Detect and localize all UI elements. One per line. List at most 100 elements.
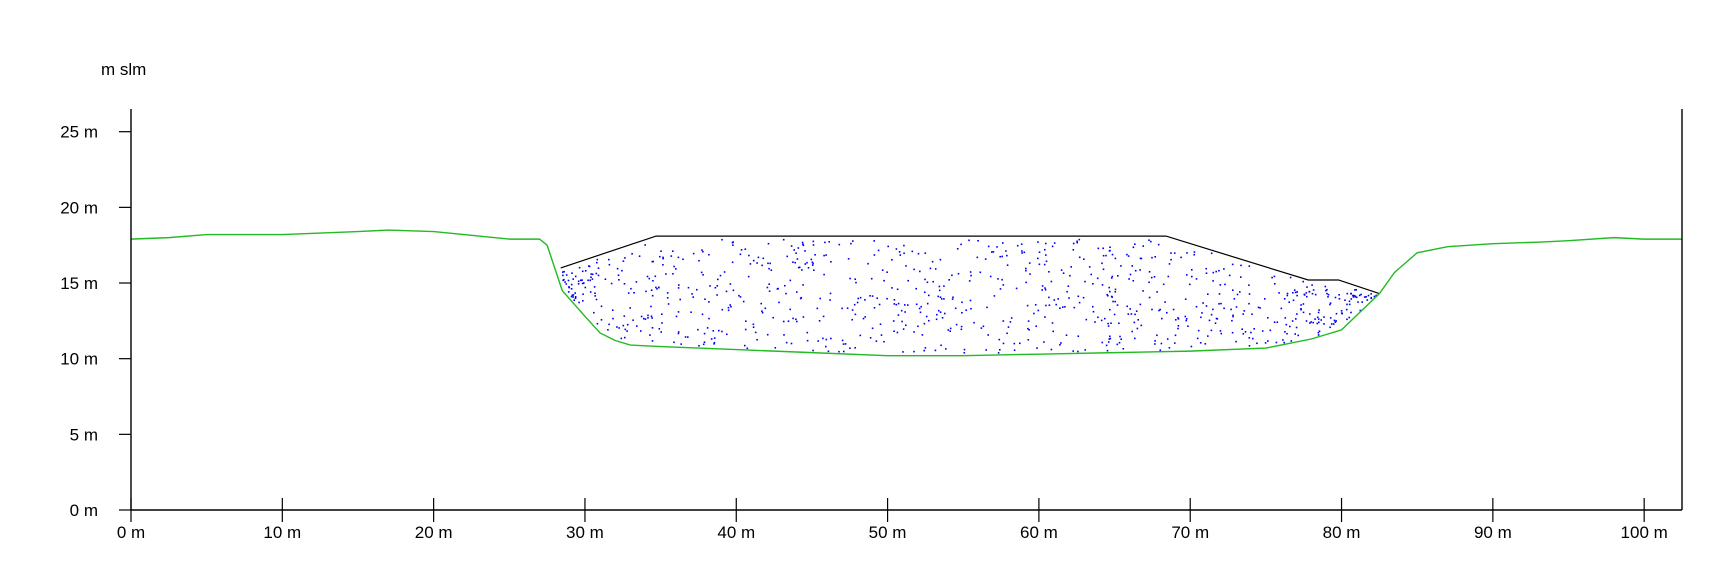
fill-dot bbox=[1345, 308, 1348, 311]
fill-dot bbox=[794, 261, 796, 264]
fill-dot bbox=[1348, 300, 1351, 303]
fill-dot bbox=[677, 311, 680, 313]
fill-dot bbox=[1102, 268, 1105, 271]
fill-dot bbox=[913, 350, 915, 353]
fill-dot bbox=[810, 258, 813, 261]
fill-dot bbox=[732, 289, 735, 292]
fill-dot bbox=[843, 350, 845, 353]
y-tick-label: 25 m bbox=[60, 123, 98, 142]
fill-dot bbox=[1373, 295, 1376, 298]
fill-dot bbox=[661, 313, 663, 315]
fill-dot bbox=[1057, 298, 1059, 300]
fill-dot bbox=[1197, 329, 1200, 332]
fill-dot bbox=[998, 338, 1001, 341]
fill-dot bbox=[849, 277, 851, 280]
fill-dot bbox=[1157, 243, 1160, 246]
fill-dot bbox=[1250, 331, 1252, 334]
fill-dot bbox=[725, 290, 728, 293]
fill-dot bbox=[841, 307, 843, 310]
fill-dot bbox=[893, 303, 896, 305]
fill-dot bbox=[1164, 301, 1166, 303]
fill-dot bbox=[752, 326, 755, 328]
fill-dot bbox=[926, 281, 929, 284]
fill-dot bbox=[996, 246, 998, 248]
fill-dot bbox=[1007, 326, 1010, 328]
fill-dot bbox=[1132, 246, 1135, 249]
fill-dot bbox=[714, 286, 717, 289]
fill-dot bbox=[1326, 288, 1328, 291]
fill-dot bbox=[608, 263, 611, 266]
fill-dot bbox=[1231, 319, 1233, 322]
fill-dot bbox=[761, 264, 763, 267]
fill-dot bbox=[764, 307, 767, 310]
fill-dot bbox=[825, 345, 827, 348]
fill-dot bbox=[1151, 308, 1153, 311]
fill-dot bbox=[1006, 264, 1009, 266]
fill-dot bbox=[852, 240, 854, 242]
fill-dot bbox=[1114, 300, 1116, 303]
fill-dot bbox=[818, 320, 821, 322]
fill-dot bbox=[648, 277, 651, 280]
fill-dot bbox=[1177, 317, 1179, 319]
fill-dot bbox=[677, 256, 680, 259]
fill-dot bbox=[1330, 323, 1333, 325]
fill-dot bbox=[617, 274, 620, 276]
fill-dot bbox=[1284, 317, 1287, 319]
fill-dot bbox=[806, 339, 809, 342]
fill-dot bbox=[571, 272, 573, 274]
fill-dot bbox=[1106, 293, 1108, 296]
fill-dot bbox=[684, 336, 687, 338]
fill-dot bbox=[801, 269, 803, 271]
fill-dot bbox=[622, 324, 625, 327]
fill-dot bbox=[591, 278, 594, 280]
fill-dot bbox=[574, 297, 577, 300]
fill-dot bbox=[816, 307, 819, 310]
fill-dot bbox=[1189, 283, 1191, 286]
fill-dot bbox=[604, 278, 607, 280]
fill-dot bbox=[1291, 320, 1294, 322]
fill-dot bbox=[632, 319, 634, 321]
fill-dot bbox=[1077, 295, 1080, 298]
fill-dot bbox=[1043, 263, 1046, 266]
fill-dot bbox=[620, 337, 623, 340]
fill-dot bbox=[1025, 281, 1027, 284]
fill-dot bbox=[1318, 309, 1320, 311]
fill-dot bbox=[1288, 301, 1290, 303]
fill-dot bbox=[1235, 340, 1237, 343]
fill-dot bbox=[612, 309, 614, 311]
fill-dot bbox=[1161, 317, 1163, 320]
fill-dot bbox=[593, 311, 595, 314]
fill-dot bbox=[1025, 267, 1027, 270]
fill-dot bbox=[838, 243, 841, 246]
fill-dot bbox=[690, 311, 692, 313]
fill-dot bbox=[1280, 307, 1283, 310]
fill-dot bbox=[801, 241, 804, 244]
fill-dot bbox=[903, 252, 905, 255]
fill-dot bbox=[1318, 330, 1321, 332]
fill-dot bbox=[947, 329, 950, 331]
fill-dot bbox=[902, 351, 904, 353]
fill-dot bbox=[630, 287, 632, 290]
fill-dot bbox=[1232, 314, 1234, 317]
fill-dot bbox=[682, 258, 684, 261]
fill-dot bbox=[1060, 342, 1062, 344]
fill-dot bbox=[1215, 270, 1217, 273]
fill-dot bbox=[985, 349, 987, 351]
fill-dot bbox=[915, 287, 917, 290]
fill-dot bbox=[853, 303, 856, 306]
axes-layer bbox=[130, 109, 1683, 511]
fill-dot bbox=[880, 334, 883, 336]
fill-dot bbox=[1295, 318, 1297, 320]
fill-dot bbox=[879, 323, 882, 325]
fill-dot bbox=[830, 261, 832, 263]
fill-dot bbox=[1240, 276, 1242, 278]
fill-dot bbox=[1118, 341, 1121, 344]
fill-dot bbox=[756, 338, 758, 341]
fill-dot bbox=[1129, 273, 1132, 276]
fill-dot bbox=[1110, 277, 1113, 279]
fill-dot bbox=[1114, 288, 1117, 291]
fill-dot bbox=[1310, 321, 1312, 323]
fill-dot bbox=[1327, 293, 1330, 296]
fill-dot bbox=[776, 288, 779, 290]
fill-dot bbox=[1153, 276, 1156, 278]
